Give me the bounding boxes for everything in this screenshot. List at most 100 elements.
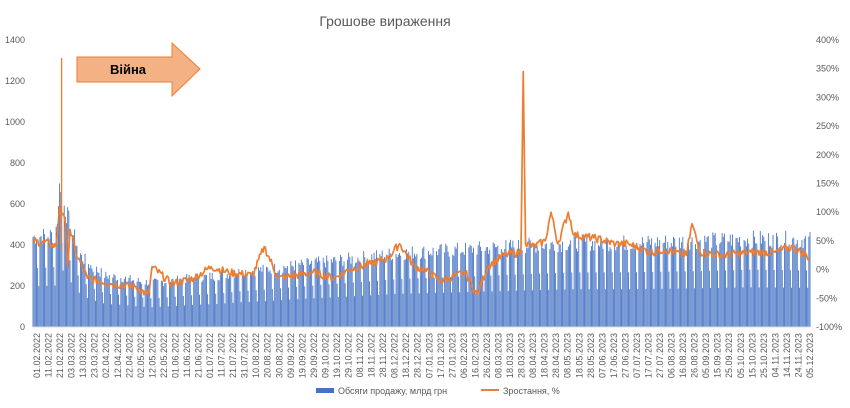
bar [585, 241, 587, 327]
bar [802, 247, 804, 327]
bar [334, 257, 336, 327]
x-tick-label: 31.07.2022 [240, 333, 250, 378]
x-tick-label: 27.07.2023 [655, 333, 665, 378]
bar [445, 243, 447, 327]
bar [791, 287, 792, 327]
bar [759, 231, 761, 327]
bar [755, 243, 757, 327]
bar [595, 272, 597, 327]
bar [581, 234, 583, 327]
bar [633, 249, 635, 327]
bar [225, 278, 227, 327]
bar [551, 241, 553, 327]
bar [263, 289, 265, 327]
bar [174, 296, 176, 327]
bar [42, 228, 44, 327]
x-tick-label: 09.10.2022 [320, 333, 330, 378]
bar [385, 280, 387, 327]
bar [81, 254, 82, 327]
bar [185, 282, 187, 327]
x-tick-label: 08.05.2023 [563, 333, 573, 378]
bar [388, 248, 390, 327]
bar [610, 249, 612, 327]
bar [586, 236, 588, 327]
bar [374, 258, 376, 327]
bar [437, 255, 439, 327]
bar [281, 300, 283, 327]
x-tick-label: 28.04.2023 [551, 333, 561, 378]
bar [681, 242, 683, 327]
bar [567, 246, 569, 327]
x-tick-label: 18.05.2023 [574, 333, 584, 378]
bar [434, 292, 436, 327]
bar [153, 278, 155, 327]
bar [401, 278, 403, 327]
bar [358, 260, 360, 327]
bar [740, 246, 742, 327]
bar [734, 287, 736, 327]
bar [62, 270, 64, 327]
bar [69, 260, 71, 328]
bar [403, 259, 405, 327]
bar [297, 299, 299, 327]
bar [653, 288, 655, 327]
bar [232, 302, 234, 327]
bar [219, 274, 221, 327]
bar [720, 242, 722, 327]
y-right-tick-label: 100% [816, 207, 839, 217]
bar [765, 269, 767, 327]
bar [603, 272, 605, 327]
bar [706, 237, 708, 327]
x-tick-label: 10.08.2022 [251, 333, 261, 378]
bar [441, 277, 443, 327]
bar [140, 282, 141, 327]
bar [794, 246, 796, 327]
bar [221, 271, 222, 327]
bar [243, 275, 244, 327]
bar [192, 304, 193, 327]
bar [519, 248, 521, 327]
y-right-tick-label: 300% [816, 92, 839, 102]
bar [394, 294, 396, 327]
bar [637, 289, 639, 327]
bar [702, 288, 703, 327]
bar [597, 245, 599, 327]
bar [769, 246, 770, 327]
bar [807, 287, 809, 327]
bar [37, 268, 39, 327]
bar [344, 283, 346, 327]
bar [771, 247, 773, 327]
bar [683, 248, 685, 327]
bar [166, 297, 168, 327]
bar [793, 237, 795, 327]
bar [774, 287, 776, 327]
bar [565, 250, 567, 327]
bar [365, 263, 367, 327]
bar [49, 230, 51, 327]
bar [540, 290, 542, 327]
bar [290, 261, 292, 327]
bar [300, 259, 302, 327]
bar [163, 286, 165, 327]
bar [558, 244, 560, 327]
bar [475, 291, 477, 327]
bar [38, 286, 40, 327]
bar [133, 280, 135, 327]
bar [535, 252, 537, 327]
bar [323, 262, 325, 327]
bar [579, 272, 581, 327]
bar [465, 242, 466, 327]
bar [526, 248, 528, 327]
bar [149, 280, 151, 327]
bar [478, 241, 480, 327]
bar [44, 234, 45, 327]
bar [798, 270, 799, 327]
bar [71, 238, 73, 327]
bar [259, 270, 261, 327]
bar [784, 243, 785, 327]
bar [700, 271, 702, 327]
bar [757, 269, 759, 327]
bar [293, 270, 295, 327]
bar [690, 242, 692, 327]
bar [393, 279, 395, 327]
